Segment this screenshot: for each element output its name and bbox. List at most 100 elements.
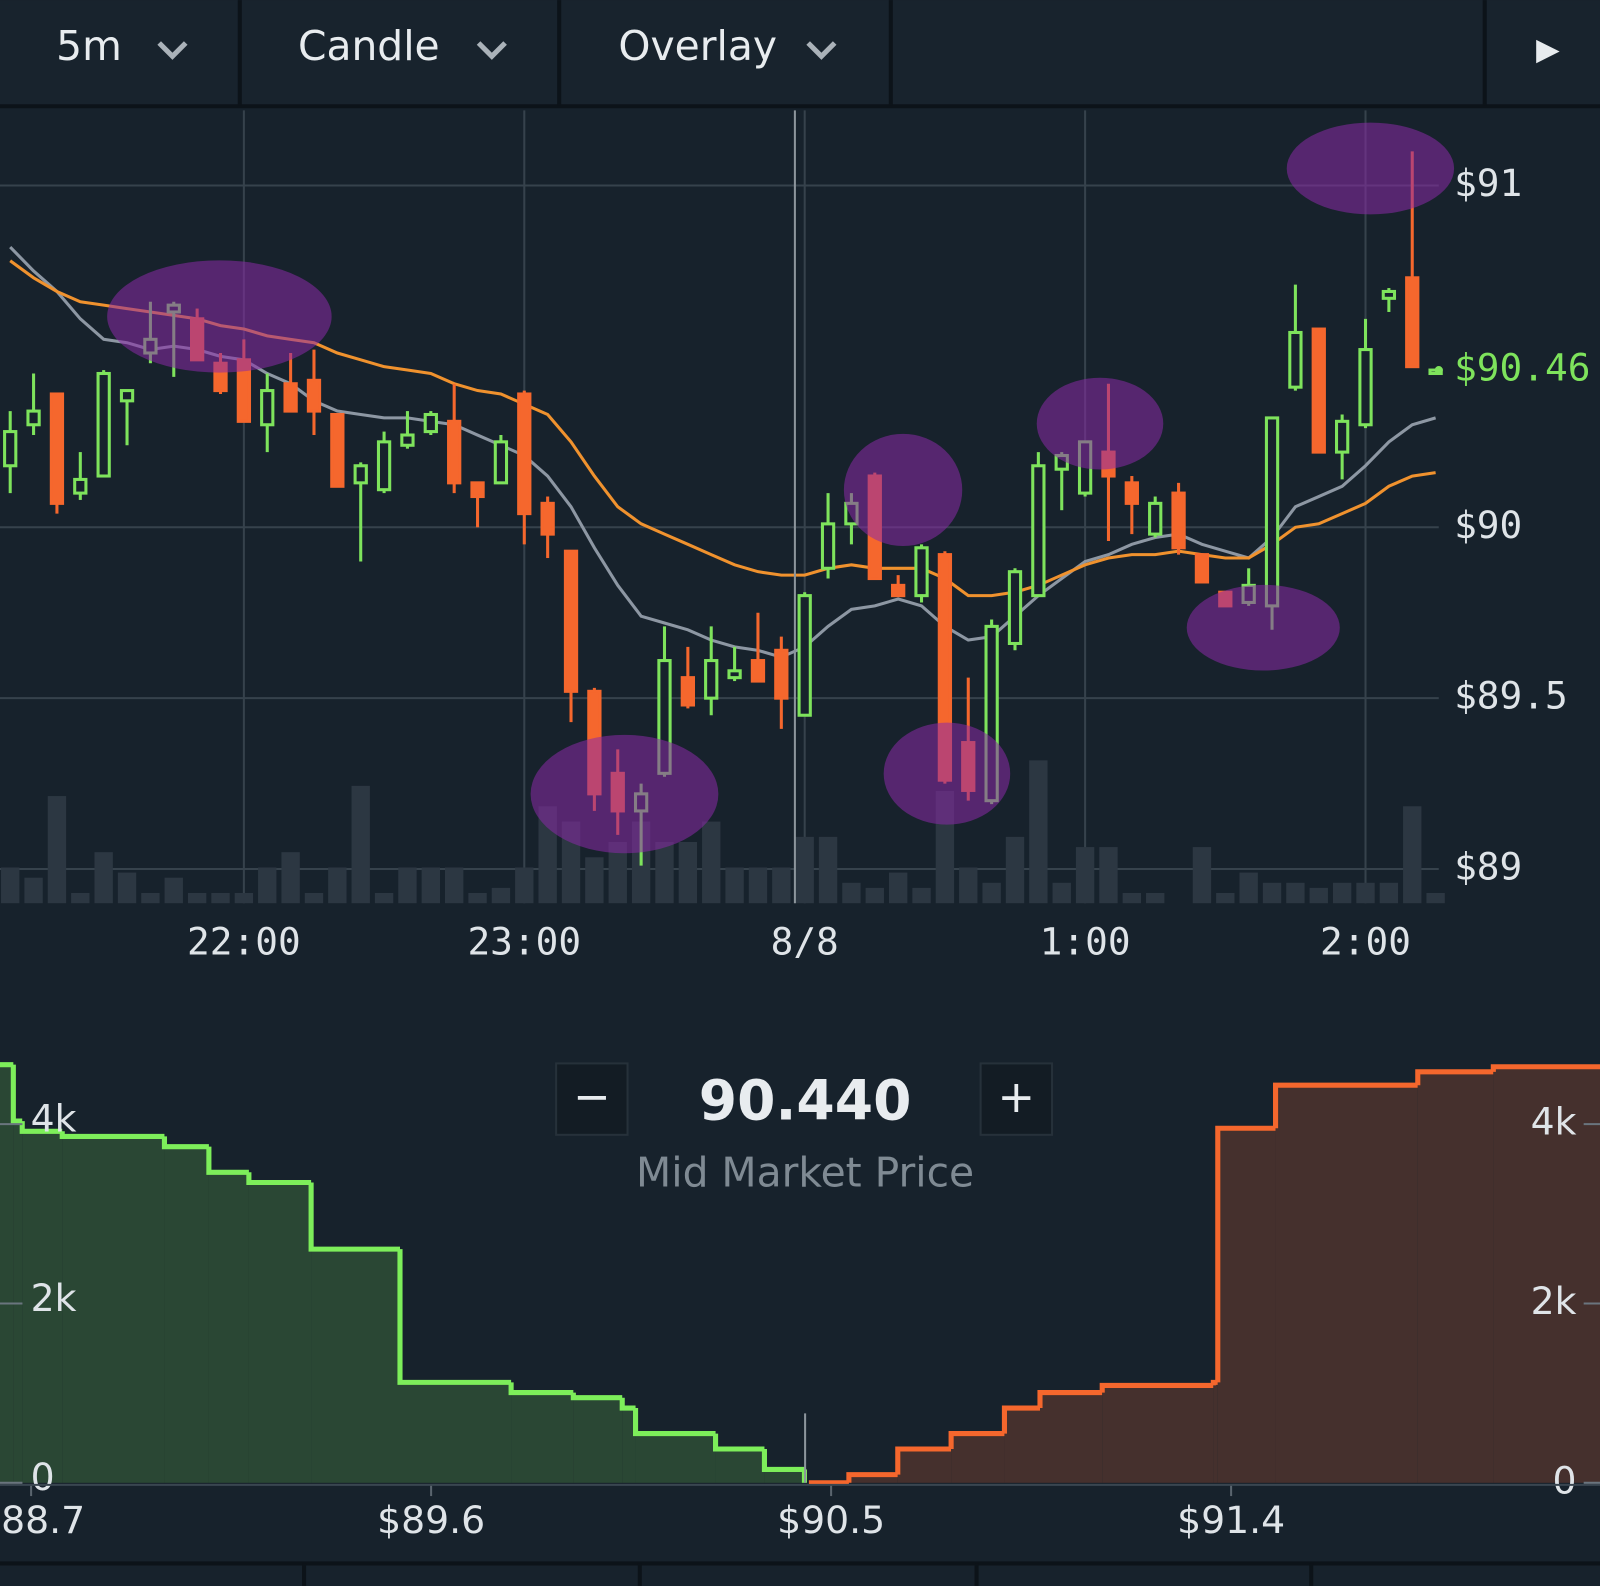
candle-body [447,419,462,485]
candle-body [400,433,415,447]
x-tick-label: 22:00 [187,920,301,964]
candle-body [260,389,275,427]
volume-bar [258,867,277,904]
y-tick-label: $91 [1454,161,1522,205]
volume-bar [678,841,698,904]
chevron [476,41,507,60]
volume-bar [888,872,908,904]
volume-bar [24,877,43,904]
volume-bar [234,893,254,904]
volume-bar [1146,893,1165,904]
mid-label: Mid Market Price [636,1149,974,1197]
bottom-bar [0,1561,1600,1586]
volume-bar [141,893,160,904]
candle-body [1124,481,1139,505]
volume-bar [1262,882,1282,904]
decrement-button[interactable] [555,1062,629,1136]
depth-area [208,1172,249,1483]
depth-step [161,1136,209,1150]
volume-bar [71,893,90,904]
toolbar-bg [0,0,1600,106]
mid-market: − 90.440 + Mid Market Price [555,1062,1054,1197]
candle-body [353,464,368,485]
candle-body [540,501,555,536]
highlight [883,722,1011,825]
depth-step [761,1448,805,1472]
volume-bar [912,887,931,904]
volume-bar [1356,882,1375,904]
overlay-label: Overlay [618,22,777,70]
candle-body [3,430,18,468]
volume-bar [421,867,440,904]
depth-area [22,1131,63,1483]
increment-button[interactable] [979,1062,1054,1136]
volume-bar [1192,847,1212,904]
last-price-label: $90.46 [1454,346,1590,390]
volume-bar [117,872,137,904]
y-tick-label: 4k [1531,1100,1577,1144]
volume-bar [818,836,838,904]
candle-body [1381,289,1397,300]
depth-area [62,1136,165,1483]
depth-step [397,1249,512,1385]
candle-body [73,477,88,495]
chevron [806,41,837,60]
volume-bar [1052,882,1071,904]
volume-bar [865,887,884,904]
candle-body [727,669,742,680]
highlight [107,260,332,373]
interval-dropdown[interactable]: 5m [56,22,188,70]
depth-step [846,1472,898,1483]
increment-label: + [998,1070,1036,1123]
volume-bar [1075,847,1095,904]
volume-bar [959,867,978,904]
volume-bar [1426,893,1445,904]
depth-step [308,1182,400,1252]
candle-body [1007,570,1023,646]
y-tick-label: 2k [1531,1279,1577,1323]
volume-bar [1286,882,1305,904]
y-tick-label: $89 [1454,845,1522,889]
depth-step [633,1408,716,1437]
volume-bar [655,841,674,904]
overlay-dropdown[interactable]: Overlay [618,22,837,70]
volume-bar [1099,847,1118,904]
candle-body [1358,348,1373,427]
depth-area [1493,1066,1600,1483]
depth-area [1217,1128,1276,1483]
depth-step [1415,1069,1494,1086]
volume-bar [1122,893,1142,904]
highlight [530,734,719,854]
depth-area [622,1408,636,1483]
volume-bar [1379,882,1399,904]
depth-step [619,1397,636,1411]
depth-area [1102,1385,1214,1483]
candle-body [1335,419,1350,454]
x-tick-label: $90.5 [777,1498,885,1542]
depth-step [1273,1082,1418,1129]
style-dropdown[interactable]: Candle [298,22,507,70]
depth-step [508,1382,574,1396]
candle-body [563,549,579,693]
candle-body [517,392,532,516]
depth-area [13,1121,23,1483]
y-tick-label: 0 [1552,1458,1576,1502]
x-tick-label: $91.4 [1177,1498,1285,1542]
depth-step [246,1172,312,1186]
volume-bar [1309,887,1328,904]
depth-area [1417,1071,1494,1483]
style-label: Candle [298,22,440,70]
depth-area [635,1433,716,1483]
depth-step [713,1433,765,1452]
depth-step [570,1392,623,1401]
candle-body [26,409,41,427]
candle-body [750,659,766,683]
play-button[interactable]: ▶ [1536,33,1560,68]
candle-body [1171,491,1186,550]
toolbar: 5m Candle Overlay ▶ [0,0,1600,109]
depth-area [848,1474,898,1483]
depth-area [0,1064,14,1483]
depth-area [764,1469,805,1483]
volume-bar [328,867,347,904]
depth-step [895,1446,952,1475]
